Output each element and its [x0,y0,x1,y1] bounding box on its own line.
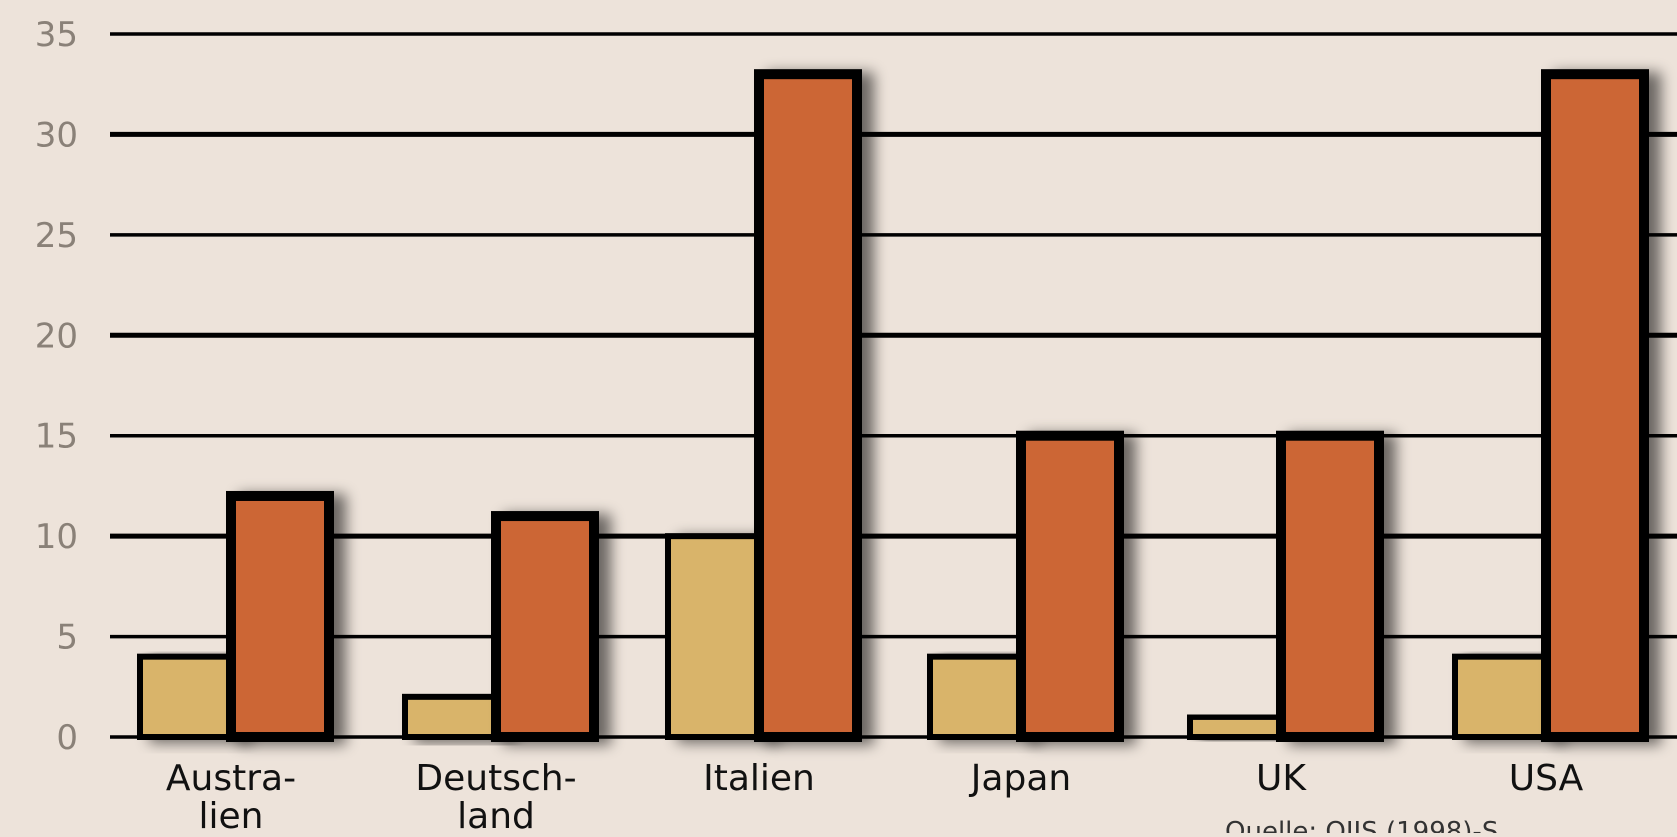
y-axis-tick-labels: 0 5 10 15 20 25 30 35 [35,15,78,758]
bar-series-2 [759,74,857,737]
x-category-label: lien [199,796,264,833]
bar-series-1 [405,697,501,737]
x-category-label: Austra- [166,758,296,799]
bar-series-2 [1021,436,1119,737]
x-category-label: Japan [969,758,1071,799]
bar-series-1 [668,536,764,737]
bar-series-2 [231,496,329,737]
source-note: Quelle: OJJS (1998)-S [1225,817,1498,833]
bar-series-2 [1546,74,1644,737]
bar-series-1 [140,657,236,737]
y-tick-label: 35 [35,15,78,55]
y-tick-label: 10 [35,517,78,557]
y-tick-label: 0 [56,718,78,758]
x-category-label: USA [1509,758,1584,799]
y-tick-label: 15 [35,417,78,457]
bar-series-1 [1455,657,1551,737]
bar-series-2 [496,516,594,737]
x-category-label: UK [1256,758,1307,799]
bar-series-1 [930,657,1026,737]
y-tick-label: 25 [35,216,78,256]
y-tick-label: 5 [56,618,78,658]
gridlines [110,34,1677,737]
y-tick-label: 20 [35,316,78,356]
y-tick-label: 30 [35,115,78,155]
x-category-label: land [457,796,535,833]
bar-series-2 [1281,436,1379,737]
x-category-label: Deutsch- [415,758,576,799]
x-category-label: Italien [703,758,815,799]
bar-series-1 [1190,717,1286,737]
